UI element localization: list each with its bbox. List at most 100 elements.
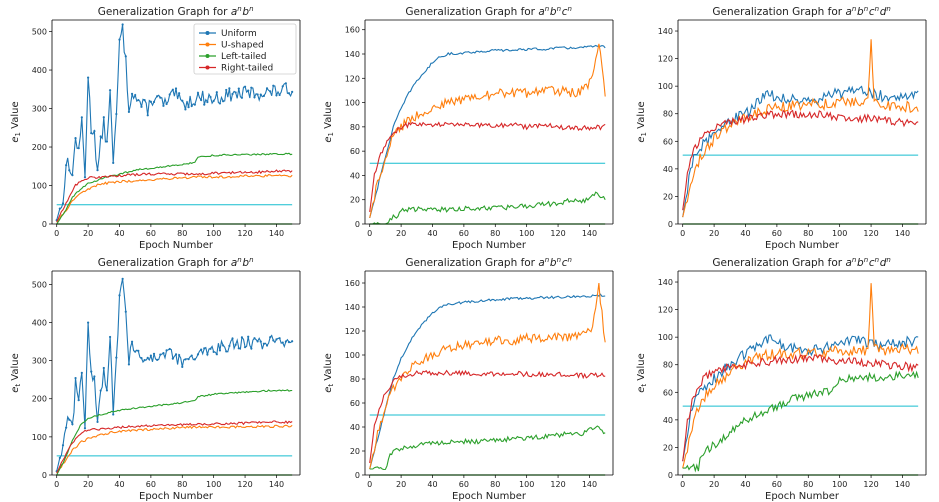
series-point [152,100,156,104]
series-point [99,135,102,138]
series-point [156,358,159,361]
series-uniform [369,44,606,219]
series-point [174,87,178,90]
series-point [121,23,124,26]
series-point [237,87,240,90]
series-line [369,43,606,219]
y-tick-label: 140 [658,278,673,287]
series-point [272,84,275,87]
title-math-spacer [891,9,892,17]
y-tick-label: 80 [350,375,360,384]
y-tick-label: 80 [663,361,673,370]
series-point [137,98,140,102]
y-tick-label: 120 [345,74,360,83]
y-tick-label: 160 [345,26,360,35]
series-point [118,294,121,297]
series-point [253,337,256,340]
series-line [56,389,293,476]
series-point [231,337,234,340]
series-point [83,427,87,430]
series-uniform [682,334,919,462]
series-point [65,426,68,429]
series-point [247,89,250,92]
series-right-tailed [56,420,293,474]
series-uniform [55,23,294,222]
series-right-tailed [369,121,606,212]
series-point [225,88,228,92]
y-tick-label: 140 [345,50,360,59]
series-u-shaped [682,39,919,218]
series-point [178,353,181,357]
y-tick-label: 500 [32,28,47,37]
chart-title: Generalization Graph for an bn cn [405,5,572,18]
series-left-tailed [682,370,919,473]
y-tick-label: 100 [32,182,47,191]
legend-entry: U-shaped [199,41,264,51]
y-tick-label: 400 [32,66,47,75]
title-math-exponent: n [875,5,879,13]
series-point [115,356,118,359]
x-tick-label: 80 [803,229,813,238]
x-tick-label: 100 [519,480,534,489]
series-point [193,358,196,361]
series-right-tailed [682,354,919,462]
series-point [137,349,140,352]
title-math-base: c [869,6,875,18]
series-point [102,366,105,370]
y-axis-label: et Value [636,353,648,393]
y-tick-label: 0 [42,471,47,480]
y-label-base: e [10,136,21,142]
series-left-tailed [369,425,606,471]
series-line [682,39,919,218]
series-point [184,108,187,111]
series-point [146,356,149,359]
y-label-sub: 1 [640,132,648,136]
series-point [96,420,99,424]
y-tick-label: 40 [663,165,673,174]
series-right-tailed [682,109,919,211]
y-tick-label: 20 [663,192,673,201]
y-tick-label: 140 [345,303,360,312]
y-label-suffix: Value [636,353,647,384]
y-tick-label: 100 [345,351,360,360]
title-math-exponent: n [545,256,549,264]
x-tick-label: 100 [832,480,847,489]
series-point [250,86,253,89]
series-point [237,347,240,350]
series-point [215,91,218,94]
title-prefix: Generalization Graph for [405,257,538,269]
y-label-base: e [323,387,334,393]
title-math-spacer [254,9,255,17]
series-line [682,109,919,211]
title-math-base: a [231,257,237,269]
title-math-exponent: n [886,5,890,13]
series-point [212,99,215,102]
title-math-spacer [254,260,255,268]
title-math-exponent: n [568,5,572,13]
y-tick-label: 100 [345,99,360,108]
legend-marker [205,31,210,35]
series-point [77,399,80,402]
series-point [115,112,118,116]
series-line [56,420,293,474]
series-point [127,110,131,114]
series-point [281,85,284,88]
legend-marker [205,54,210,58]
y-tick-label: 60 [350,399,360,408]
chart-0: Generalization Graph for an bn 0 20 40 60 80… [10,5,301,251]
series-point [159,353,162,356]
x-tick-label: 60 [772,480,782,489]
y-tick-label: 60 [350,147,360,156]
x-tick-label: 140 [895,229,910,238]
series-point [272,339,275,342]
legend-entry: Left-tailed [199,52,266,62]
title-math-base: a [538,257,544,269]
y-tick-label: 0 [668,220,673,229]
series-point [256,93,259,96]
series-point [203,347,206,350]
series-point [105,389,109,392]
series-point [262,342,265,345]
series-left-tailed [56,152,293,225]
title-math-base: c [869,257,875,269]
title-math-exponent: n [864,5,868,13]
